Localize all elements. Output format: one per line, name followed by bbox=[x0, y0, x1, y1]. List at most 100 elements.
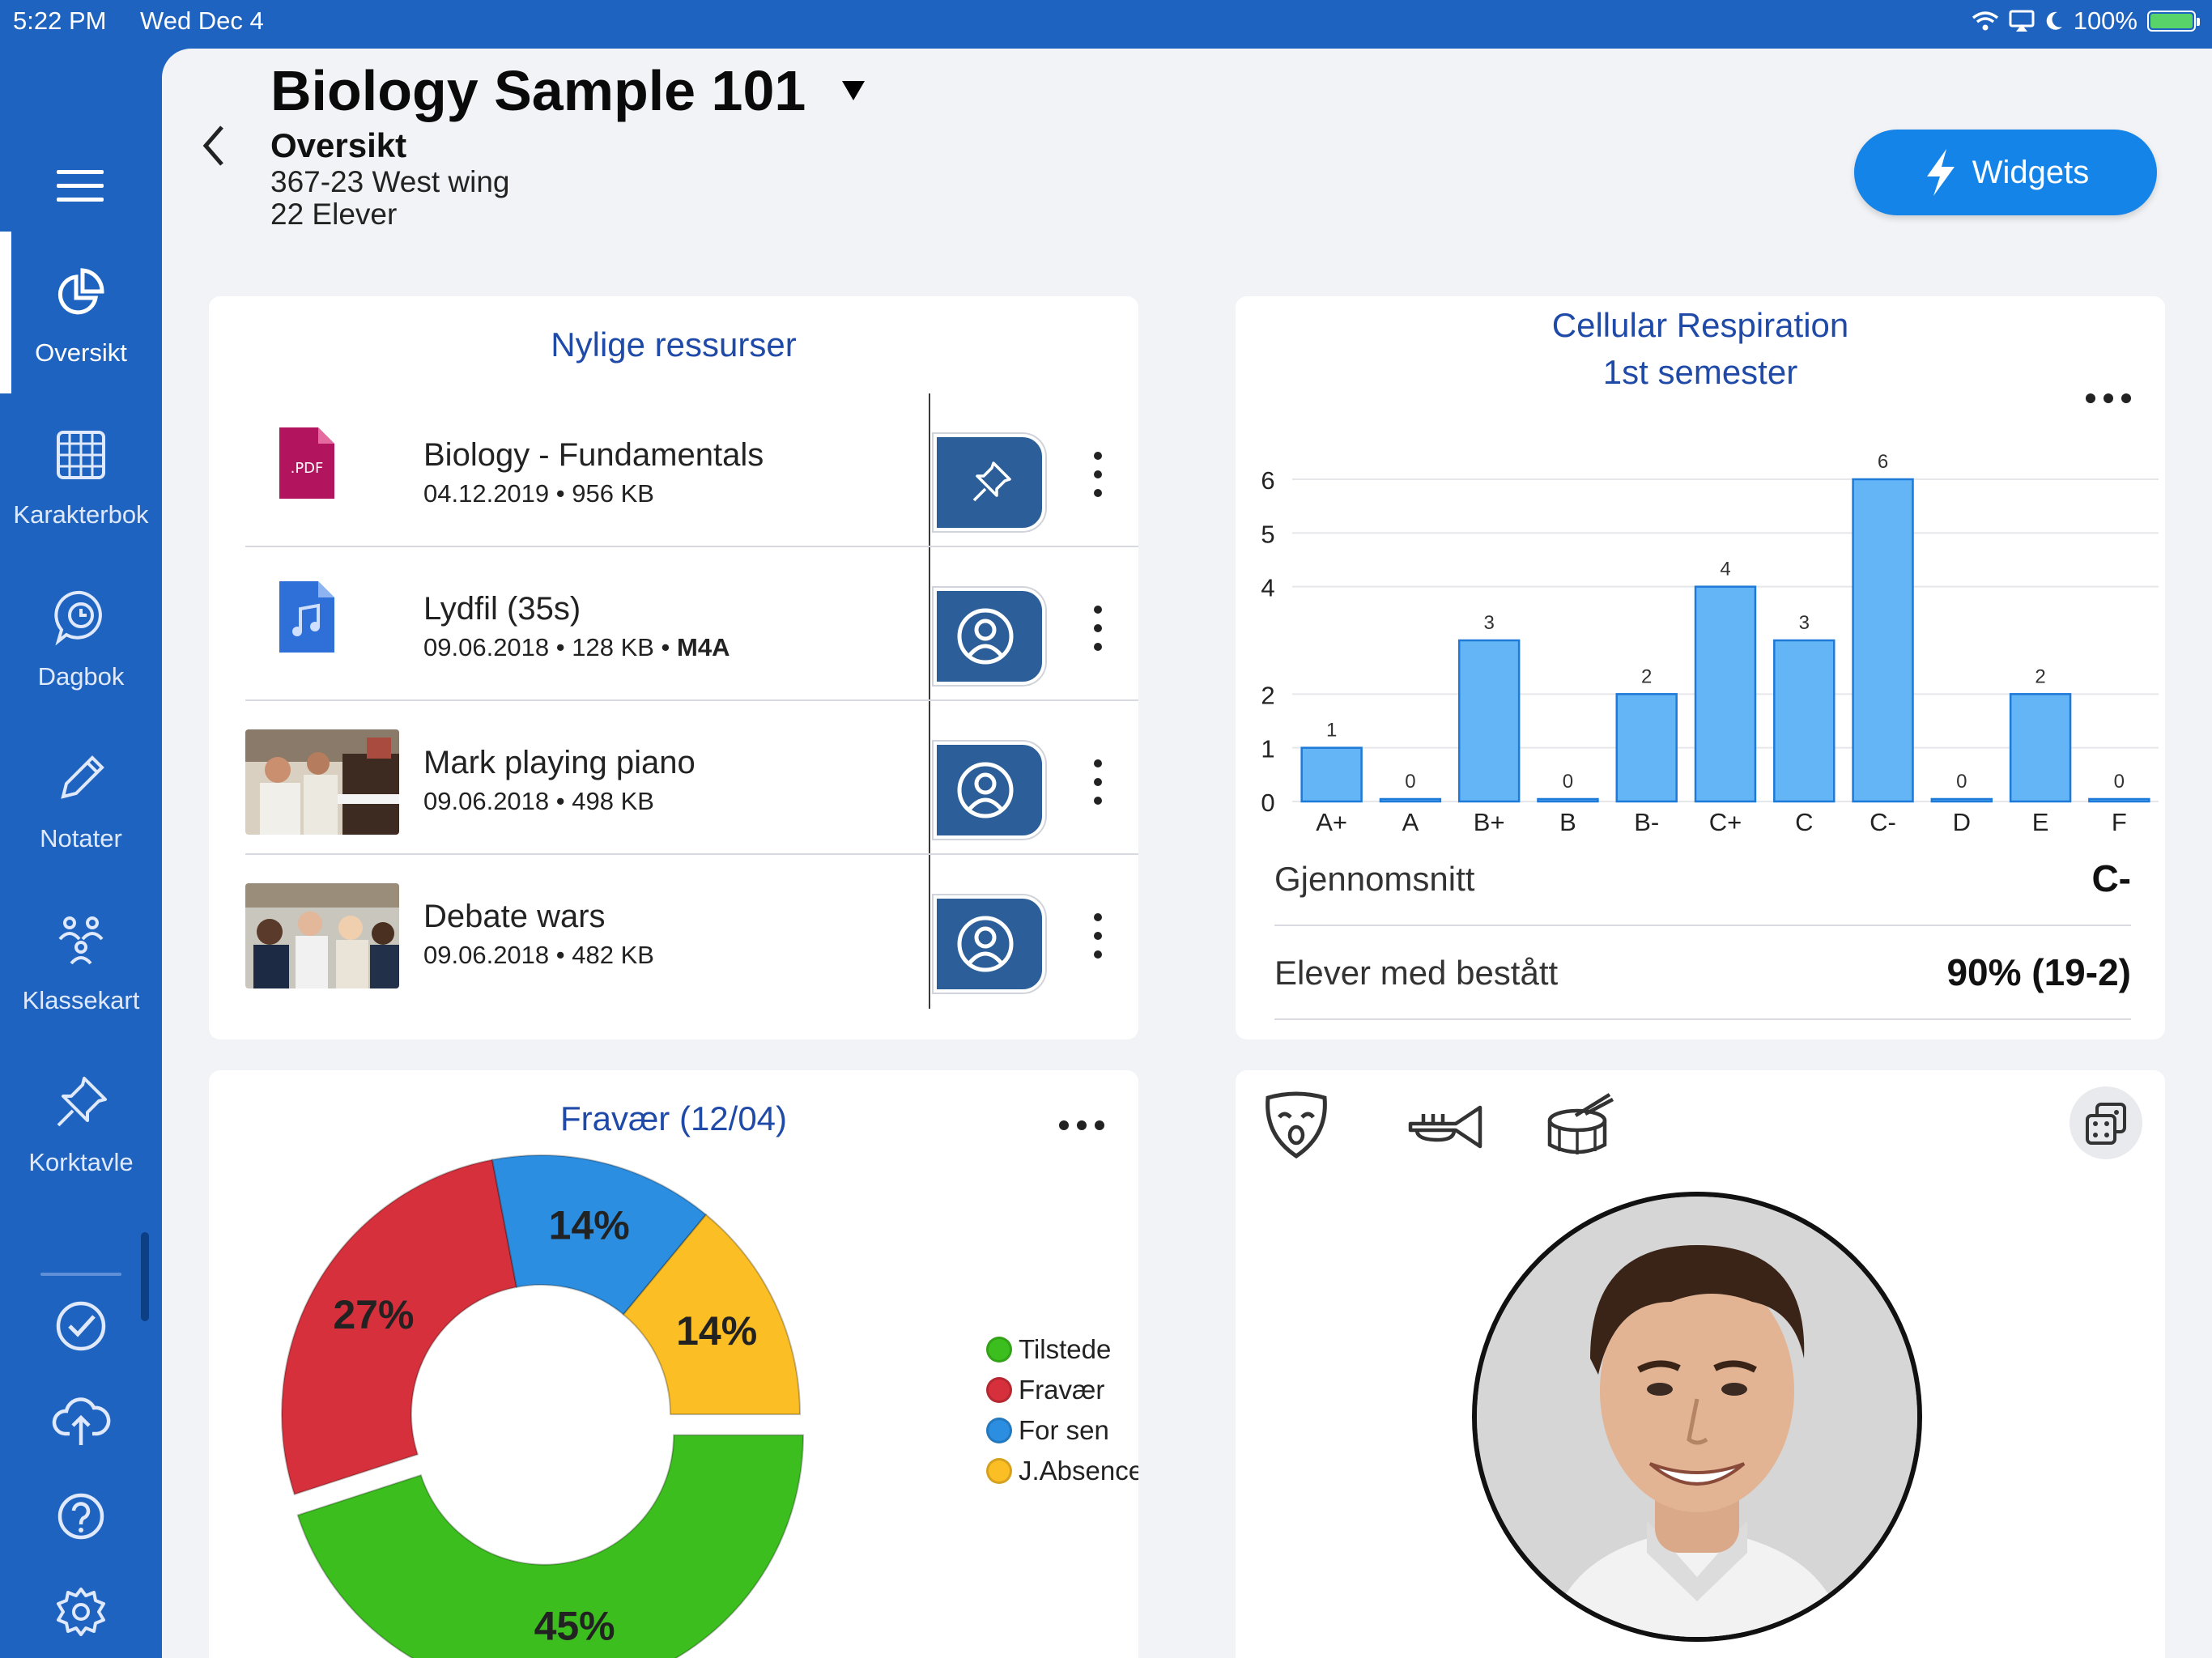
debate-photo-thumbnail bbox=[245, 883, 399, 988]
pin-icon bbox=[972, 461, 1011, 502]
sidebar-item-oversikt[interactable]: Oversikt bbox=[0, 232, 162, 393]
list-item[interactable]: Mark playing piano 09.06.2018 • 498 KB bbox=[245, 701, 1138, 855]
x-tick-label: C bbox=[1795, 808, 1813, 836]
bar-value-label: 4 bbox=[1720, 559, 1730, 580]
sidebar: Oversikt Karakterbok Dagbok Notater Klas… bbox=[0, 49, 162, 1658]
clock-bubble-icon bbox=[54, 590, 102, 646]
more-options-icon[interactable] bbox=[1094, 913, 1102, 959]
bar-value-label: 3 bbox=[1484, 612, 1495, 634]
sidebar-scrollbar[interactable] bbox=[141, 1232, 149, 1321]
y-tick-label: 0 bbox=[1261, 789, 1274, 817]
trumpet-icon[interactable] bbox=[1406, 1086, 1487, 1159]
bar-value-label: 0 bbox=[2114, 771, 2125, 793]
x-tick-label: A bbox=[1402, 808, 1419, 836]
sidebar-item-label: Korktavle bbox=[28, 1148, 134, 1176]
settings-icon[interactable] bbox=[50, 1581, 112, 1643]
bar-F bbox=[2088, 797, 2150, 803]
sidebar-item-karakterbok[interactable]: Karakterbok bbox=[0, 393, 162, 555]
bar-value-label: 3 bbox=[1799, 612, 1810, 634]
student-avatar[interactable] bbox=[1472, 1192, 1922, 1642]
user-circle-icon bbox=[957, 762, 1014, 818]
card-title: Fravær (12/04) bbox=[559, 1099, 788, 1137]
bar-value-label: 2 bbox=[2035, 665, 2045, 687]
sidebar-item-label: Dagbok bbox=[37, 662, 125, 691]
page-title[interactable]: Biology Sample 101 bbox=[270, 59, 806, 122]
x-tick-label: A+ bbox=[1316, 808, 1347, 836]
status-bar: 5:22 PM Wed Dec 4 100% bbox=[0, 0, 2212, 49]
more-options-icon[interactable] bbox=[1059, 1120, 1104, 1133]
slice-j-absence bbox=[622, 1214, 802, 1415]
x-tick-label: D bbox=[1953, 808, 1971, 836]
pin-button[interactable] bbox=[934, 434, 1045, 531]
hamburger-menu-icon[interactable] bbox=[57, 170, 104, 202]
dice-button[interactable] bbox=[2069, 1086, 2142, 1159]
average-value: C- bbox=[2091, 857, 2131, 899]
widgets-button[interactable]: Widgets bbox=[1854, 130, 2157, 215]
lightning-icon bbox=[1926, 149, 1955, 196]
slice-label: 14% bbox=[676, 1308, 757, 1354]
bar-A bbox=[1379, 797, 1442, 803]
sidebar-item-klassekart[interactable]: Klassekart bbox=[0, 879, 162, 1041]
bar-B+ bbox=[1457, 639, 1521, 803]
wifi-icon bbox=[1972, 11, 1998, 31]
dice-icon bbox=[2086, 1103, 2126, 1145]
recent-resources-card: Nylige ressurser .PDF Biology - Fundamen… bbox=[209, 296, 1138, 1039]
sidebar-item-label: Notater bbox=[40, 824, 122, 852]
list-item[interactable]: .PDF Biology - Fundamentals 04.12.2019 •… bbox=[245, 393, 1138, 547]
card-title: Nylige ressurser bbox=[551, 325, 797, 363]
grid-icon bbox=[57, 431, 105, 479]
resource-meta: 09.06.2018 • 498 KB bbox=[423, 787, 654, 815]
share-student-button[interactable] bbox=[934, 895, 1045, 993]
drum-icon[interactable] bbox=[1543, 1086, 1616, 1159]
resource-name: Mark playing piano bbox=[423, 745, 696, 780]
share-student-button[interactable] bbox=[934, 742, 1045, 839]
card-subtitle: 1st semester bbox=[1602, 353, 1798, 391]
resource-meta: 09.06.2018 • 128 KB • M4A bbox=[423, 633, 730, 661]
bar-value-label: 1 bbox=[1326, 720, 1337, 742]
bar-value-label: 2 bbox=[1641, 665, 1652, 687]
boo-mask-icon[interactable] bbox=[1260, 1086, 1333, 1159]
legend-label: Fravær bbox=[1019, 1375, 1105, 1405]
title-dropdown-icon[interactable] bbox=[842, 81, 865, 100]
page-subtitle: Oversikt bbox=[270, 126, 407, 164]
bar-value-label: 0 bbox=[1405, 771, 1415, 793]
y-tick-label: 5 bbox=[1261, 520, 1274, 548]
chart-legend: Tilstede Fravær For sen J.Absence bbox=[986, 1329, 1138, 1491]
passed-value: 90% (19-2) bbox=[1946, 951, 2131, 993]
x-tick-label: C+ bbox=[1709, 808, 1742, 836]
legend-swatch bbox=[986, 1377, 1012, 1403]
y-tick-label: 4 bbox=[1261, 574, 1274, 602]
status-right: 100% bbox=[1972, 6, 2200, 36]
more-options-icon[interactable] bbox=[1094, 606, 1102, 651]
check-circle-icon[interactable] bbox=[50, 1295, 112, 1357]
slice-label: 14% bbox=[549, 1203, 630, 1248]
back-chevron-icon[interactable] bbox=[194, 117, 235, 174]
more-options-icon[interactable] bbox=[2086, 393, 2131, 406]
sidebar-item-korktavle[interactable]: Korktavle bbox=[0, 1041, 162, 1203]
bar-A+ bbox=[1300, 746, 1363, 803]
more-options-icon[interactable] bbox=[1094, 452, 1102, 497]
x-tick-label: F bbox=[2112, 808, 2127, 836]
bar-C bbox=[1773, 639, 1836, 803]
random-student-card bbox=[1236, 1070, 2165, 1658]
y-tick-label: 2 bbox=[1261, 681, 1274, 709]
cloud-upload-icon[interactable] bbox=[50, 1388, 112, 1450]
battery-icon bbox=[2147, 11, 2200, 32]
list-item[interactable]: Debate wars 09.06.2018 • 482 KB bbox=[245, 855, 1138, 1009]
resource-meta: 04.12.2019 • 956 KB bbox=[423, 479, 654, 508]
bar-value-label: 6 bbox=[1878, 451, 1888, 473]
list-item[interactable]: Lydfil (35s) 09.06.2018 • 128 KB • M4A bbox=[245, 547, 1138, 701]
legend-item: Tilstede bbox=[986, 1329, 1138, 1370]
battery-percent: 100% bbox=[2073, 6, 2138, 35]
sidebar-item-label: Klassekart bbox=[22, 986, 140, 1014]
resource-name: Biology - Fundamentals bbox=[423, 437, 764, 473]
bar-E bbox=[2009, 693, 2072, 803]
sidebar-item-dagbok[interactable]: Dagbok bbox=[0, 555, 162, 717]
piano-photo-thumbnail bbox=[245, 729, 399, 835]
legend-label: For sen bbox=[1019, 1415, 1109, 1445]
more-options-icon[interactable] bbox=[1094, 759, 1102, 805]
sidebar-item-notater[interactable]: Notater bbox=[0, 717, 162, 879]
help-icon[interactable] bbox=[50, 1486, 112, 1547]
share-student-button[interactable] bbox=[934, 588, 1045, 685]
legend-swatch bbox=[986, 1418, 1012, 1443]
